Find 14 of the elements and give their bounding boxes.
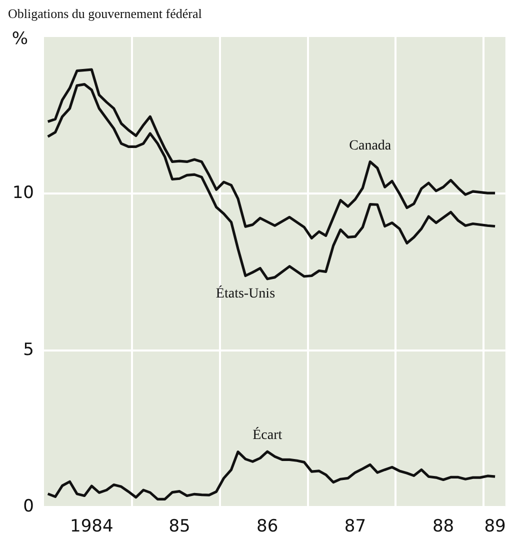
x-tick-label: 1984 xyxy=(70,516,114,537)
annotation: Écart xyxy=(252,426,282,444)
x-tick-label: 89 xyxy=(484,516,506,537)
annotation: Canada xyxy=(349,138,392,154)
y-tick-label: 10 xyxy=(12,183,34,204)
y-tick-label: 0 xyxy=(23,496,34,516)
x-tick-label: 87 xyxy=(344,516,366,537)
y-tick-label: 5 xyxy=(23,340,34,360)
y-axis-title: % xyxy=(12,29,28,49)
x-tick-label: 85 xyxy=(168,516,190,537)
annotation: États-Unis xyxy=(216,284,276,302)
x-tick-label: 86 xyxy=(256,516,278,537)
x-tick-label: 88 xyxy=(432,516,454,537)
chart-title: Obligations du gouvernement fédéral xyxy=(8,6,202,21)
